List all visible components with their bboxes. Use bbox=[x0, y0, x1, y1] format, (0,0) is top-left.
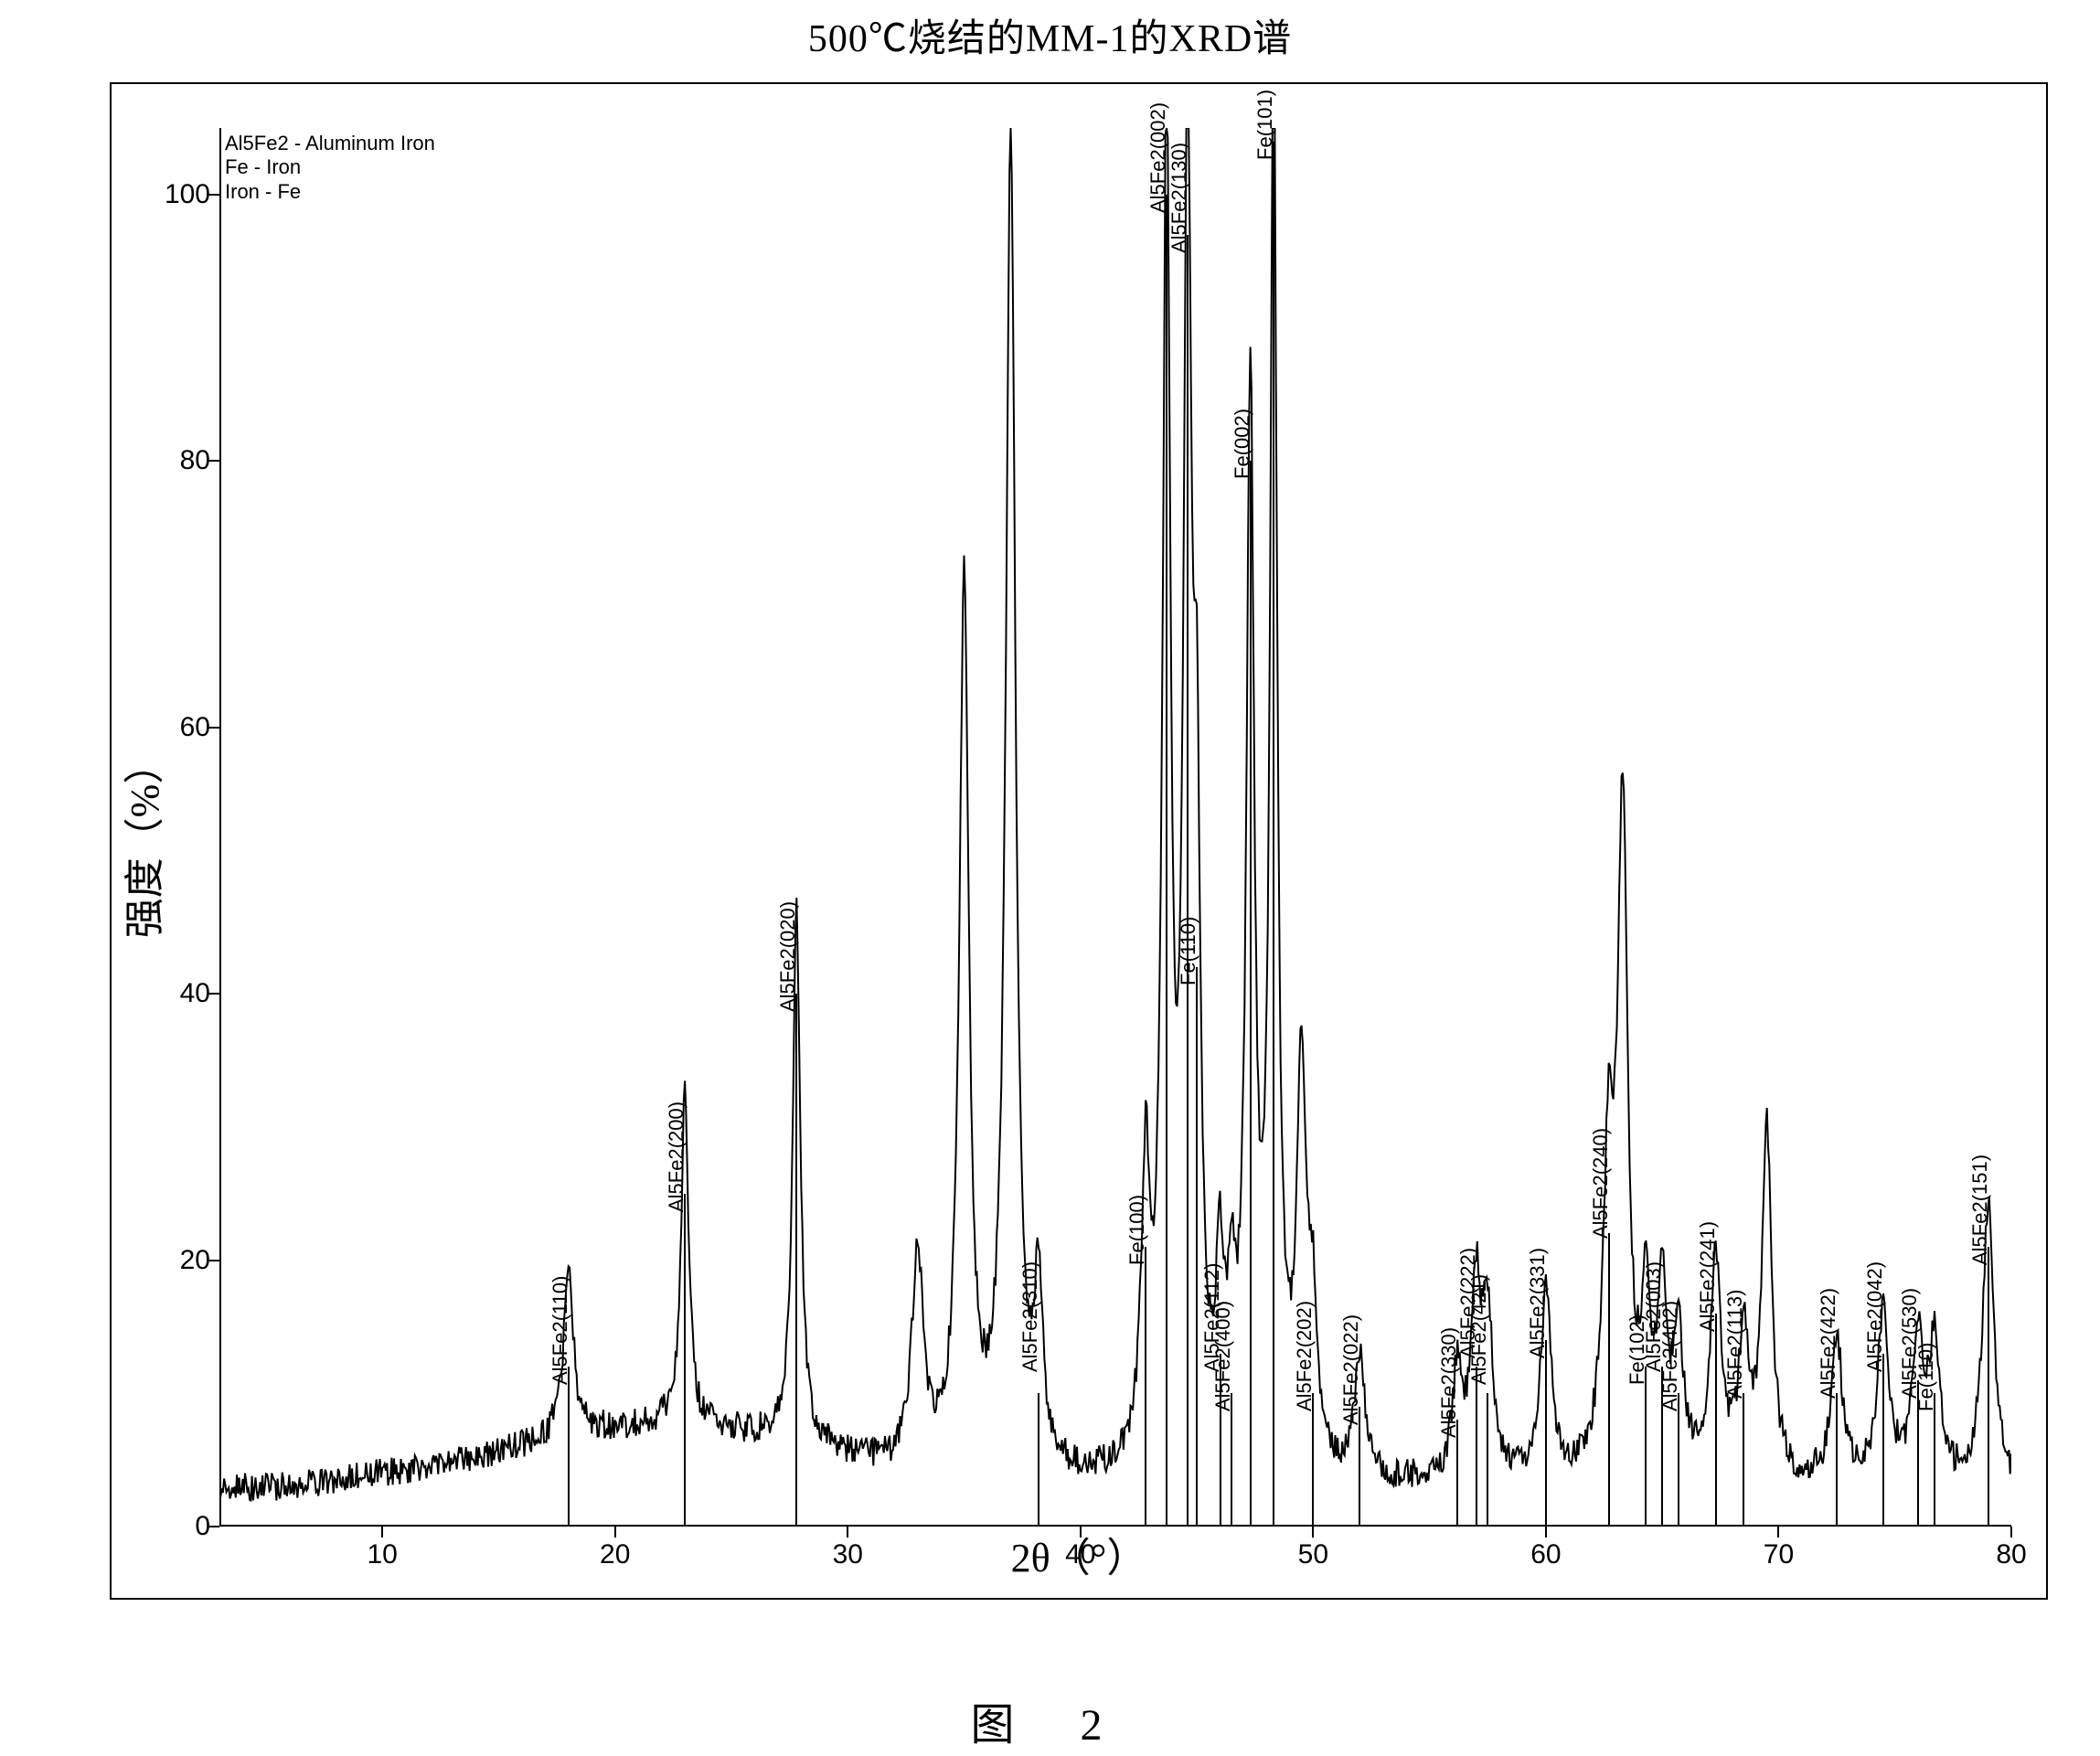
peak-label: Al5Fe2(130) bbox=[1167, 142, 1191, 252]
peak-label: Fe(002) bbox=[1231, 409, 1254, 479]
x-tick-mark bbox=[1777, 1527, 1779, 1538]
peak-marker bbox=[684, 1194, 686, 1527]
y-tick-mark bbox=[208, 993, 219, 995]
peak-marker bbox=[1187, 235, 1189, 1527]
chart-title: 500℃烧结的MM-1的XRD谱 bbox=[0, 7, 2100, 63]
x-tick-label: 70 bbox=[1764, 1539, 1794, 1570]
peak-marker bbox=[1545, 1340, 1547, 1527]
y-tick-mark bbox=[208, 727, 219, 729]
y-tick-mark bbox=[208, 1260, 219, 1261]
y-tick-label: 0 bbox=[155, 1511, 210, 1542]
peak-label: Al5Fe2(200) bbox=[665, 1101, 688, 1212]
peak-marker bbox=[1988, 1247, 1989, 1527]
peak-marker bbox=[1038, 1393, 1039, 1527]
x-tick-mark bbox=[1545, 1527, 1547, 1538]
x-tick-mark bbox=[381, 1527, 383, 1538]
peak-marker bbox=[1934, 1393, 1935, 1527]
peak-label: Fe(110) bbox=[1177, 917, 1200, 985]
peak-marker bbox=[1312, 1393, 1314, 1527]
peak-marker bbox=[1743, 1393, 1744, 1527]
x-tick-label: 60 bbox=[1530, 1539, 1561, 1570]
peak-marker bbox=[1166, 195, 1167, 1527]
peak-marker bbox=[1250, 461, 1252, 1527]
peak-marker bbox=[1678, 1393, 1679, 1527]
x-tick-mark bbox=[2010, 1527, 2012, 1538]
x-tick-label: 30 bbox=[833, 1539, 863, 1570]
peak-marker bbox=[1608, 1233, 1610, 1527]
peak-label: Al5Fe2(151) bbox=[1968, 1155, 1992, 1265]
peak-marker bbox=[1487, 1393, 1488, 1527]
peak-label: Al5Fe2(400) bbox=[1211, 1301, 1235, 1411]
peak-label: Al5Fe2(402) bbox=[1658, 1301, 1682, 1411]
peak-label: Fe(100) bbox=[1125, 1195, 1149, 1265]
y-tick-label: 60 bbox=[155, 712, 210, 743]
peak-marker bbox=[568, 1367, 570, 1527]
peak-label: Al5Fe2(202) bbox=[1293, 1301, 1316, 1411]
x-tick-label: 20 bbox=[600, 1539, 630, 1570]
x-tick-mark bbox=[847, 1527, 848, 1538]
peak-label: Fe(101) bbox=[1253, 90, 1277, 160]
peak-marker bbox=[1273, 142, 1274, 1527]
peak-marker bbox=[1836, 1393, 1838, 1527]
peak-label: Al5Fe2(022) bbox=[1339, 1314, 1363, 1425]
y-axis-label: 强度（%） bbox=[112, 744, 170, 939]
peak-label: Al5Fe2(422) bbox=[1817, 1288, 1840, 1399]
y-axis bbox=[219, 128, 221, 1527]
peak-label: Fe(110) bbox=[1914, 1343, 1938, 1411]
x-tick-mark bbox=[614, 1527, 616, 1538]
peak-label: Al5Fe2(310) bbox=[1018, 1261, 1042, 1371]
peak-marker bbox=[1476, 1367, 1477, 1527]
peak-marker bbox=[1231, 1393, 1232, 1527]
peak-marker bbox=[1882, 1354, 1884, 1527]
peak-label: Al5Fe2(421) bbox=[1467, 1274, 1491, 1385]
x-axis-label: 2θ（°） bbox=[1011, 1525, 1147, 1583]
x-tick-label: 50 bbox=[1298, 1539, 1328, 1570]
figure-caption: 图 2 bbox=[0, 1688, 2100, 1752]
peak-marker bbox=[1715, 1314, 1717, 1527]
x-tick-label: 80 bbox=[1996, 1539, 2026, 1570]
peak-label: Al5Fe2(110) bbox=[549, 1276, 572, 1385]
y-tick-label: 100 bbox=[155, 179, 210, 210]
peak-marker bbox=[795, 994, 797, 1527]
peak-label: Al5Fe2(241) bbox=[1696, 1221, 1720, 1332]
y-tick-mark bbox=[208, 460, 219, 462]
peak-label: Al5Fe2(240) bbox=[1589, 1128, 1613, 1239]
x-tick-mark bbox=[1312, 1527, 1314, 1538]
plot-area: Al5Fe2 - Aluminum IronFe - IronIron - Fe… bbox=[219, 128, 2011, 1527]
peak-label: Al5Fe2(020) bbox=[776, 901, 800, 1012]
y-tick-mark bbox=[208, 194, 219, 196]
y-tick-label: 40 bbox=[155, 978, 210, 1009]
x-tick-label: 10 bbox=[367, 1539, 397, 1570]
peak-label: Al5Fe2(113) bbox=[1723, 1289, 1747, 1398]
chart-container: 强度（%） Al5Fe2 - Aluminum IronFe - IronIro… bbox=[110, 82, 2048, 1600]
peak-marker bbox=[1645, 1367, 1647, 1527]
page: 500℃烧结的MM-1的XRD谱 强度（%） Al5Fe2 - Aluminum… bbox=[0, 0, 2100, 1756]
y-tick-label: 20 bbox=[155, 1245, 210, 1276]
peak-marker bbox=[1145, 1247, 1146, 1527]
y-tick-mark bbox=[208, 1526, 219, 1527]
peak-label: Al5Fe2(042) bbox=[1863, 1261, 1887, 1371]
peak-marker bbox=[1196, 967, 1198, 1527]
y-tick-label: 80 bbox=[155, 445, 210, 476]
peak-label: Al5Fe2(331) bbox=[1526, 1248, 1550, 1358]
